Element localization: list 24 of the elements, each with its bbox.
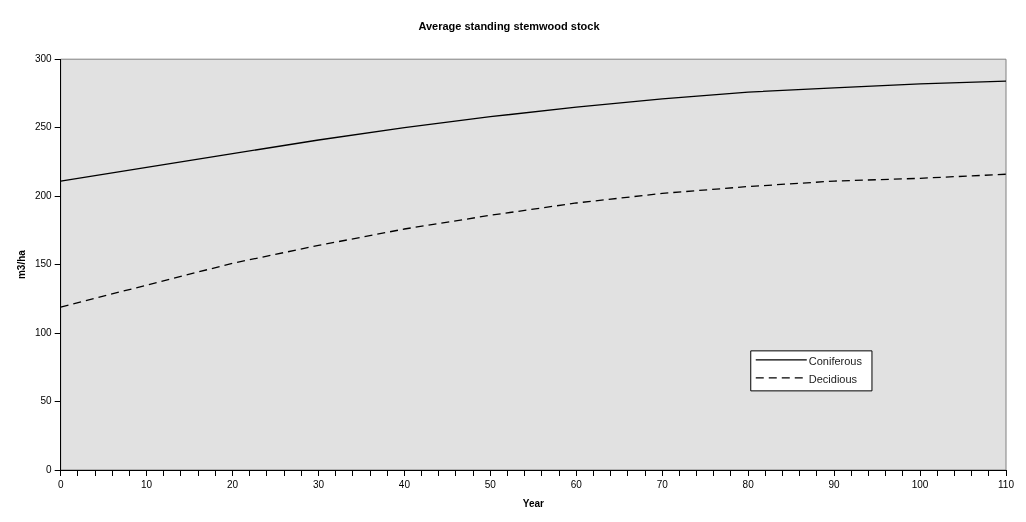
x-tick-label: 50 — [484, 478, 497, 490]
y-tick-label: 300 — [35, 52, 53, 64]
x-tick-label: 110 — [998, 478, 1015, 490]
x-tick-label: 20 — [227, 478, 239, 490]
x-tick-label: 30 — [312, 478, 325, 490]
y-tick-label: 200 — [35, 189, 53, 201]
x-tick-label: 40 — [398, 478, 411, 490]
y-tick-label: 100 — [35, 326, 53, 338]
x-axis-title: Year — [522, 497, 545, 509]
x-tick-label: 100 — [911, 478, 929, 490]
y-tick-label: 50 — [40, 395, 53, 407]
x-tick-label: 0 — [57, 478, 64, 490]
chart-title: Average standing stemwood stock — [418, 19, 601, 32]
x-tick-label: 90 — [828, 478, 841, 490]
x-tick-label: 10 — [141, 478, 153, 490]
x-tick-label: 60 — [570, 478, 583, 490]
y-tick-label: 250 — [35, 121, 53, 133]
x-tick-label: 80 — [742, 478, 755, 490]
y-tick-label: 0 — [46, 463, 53, 475]
y-tick-label: 150 — [35, 258, 53, 270]
x-tick-label: 70 — [656, 478, 669, 490]
y-axis-title: m3/ha — [15, 249, 27, 280]
legend-label: Coniferous — [808, 354, 863, 367]
legend-label: Decidious — [808, 372, 858, 385]
